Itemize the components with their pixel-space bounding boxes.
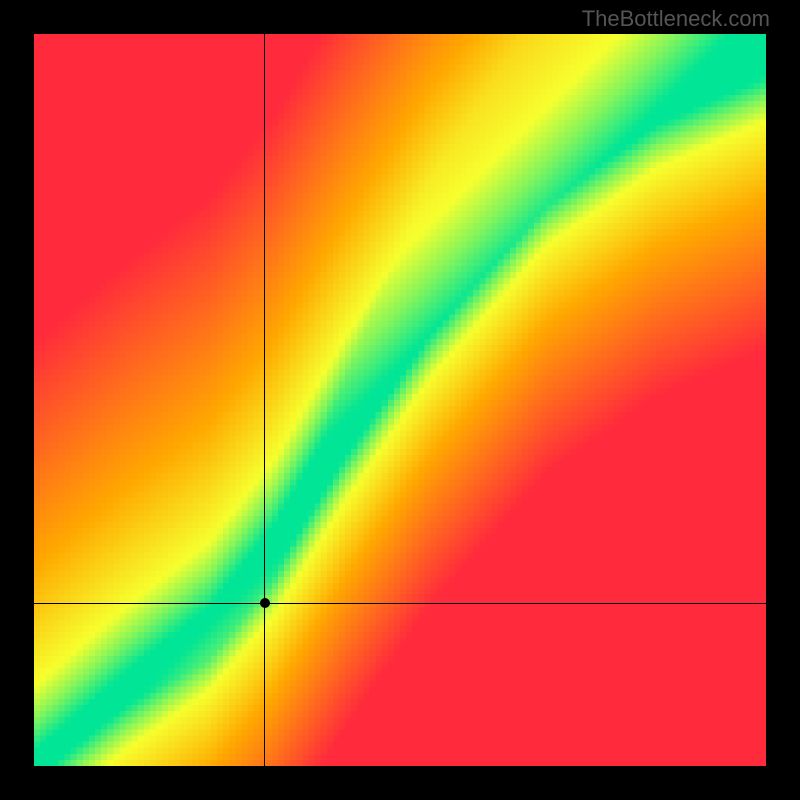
crosshair-horizontal xyxy=(34,603,766,604)
watermark-text: TheBottleneck.com xyxy=(582,6,770,32)
chart-container: { "watermark": { "text": "TheBottleneck.… xyxy=(0,0,800,800)
bottleneck-heatmap xyxy=(34,34,766,766)
crosshair-vertical xyxy=(264,34,265,766)
